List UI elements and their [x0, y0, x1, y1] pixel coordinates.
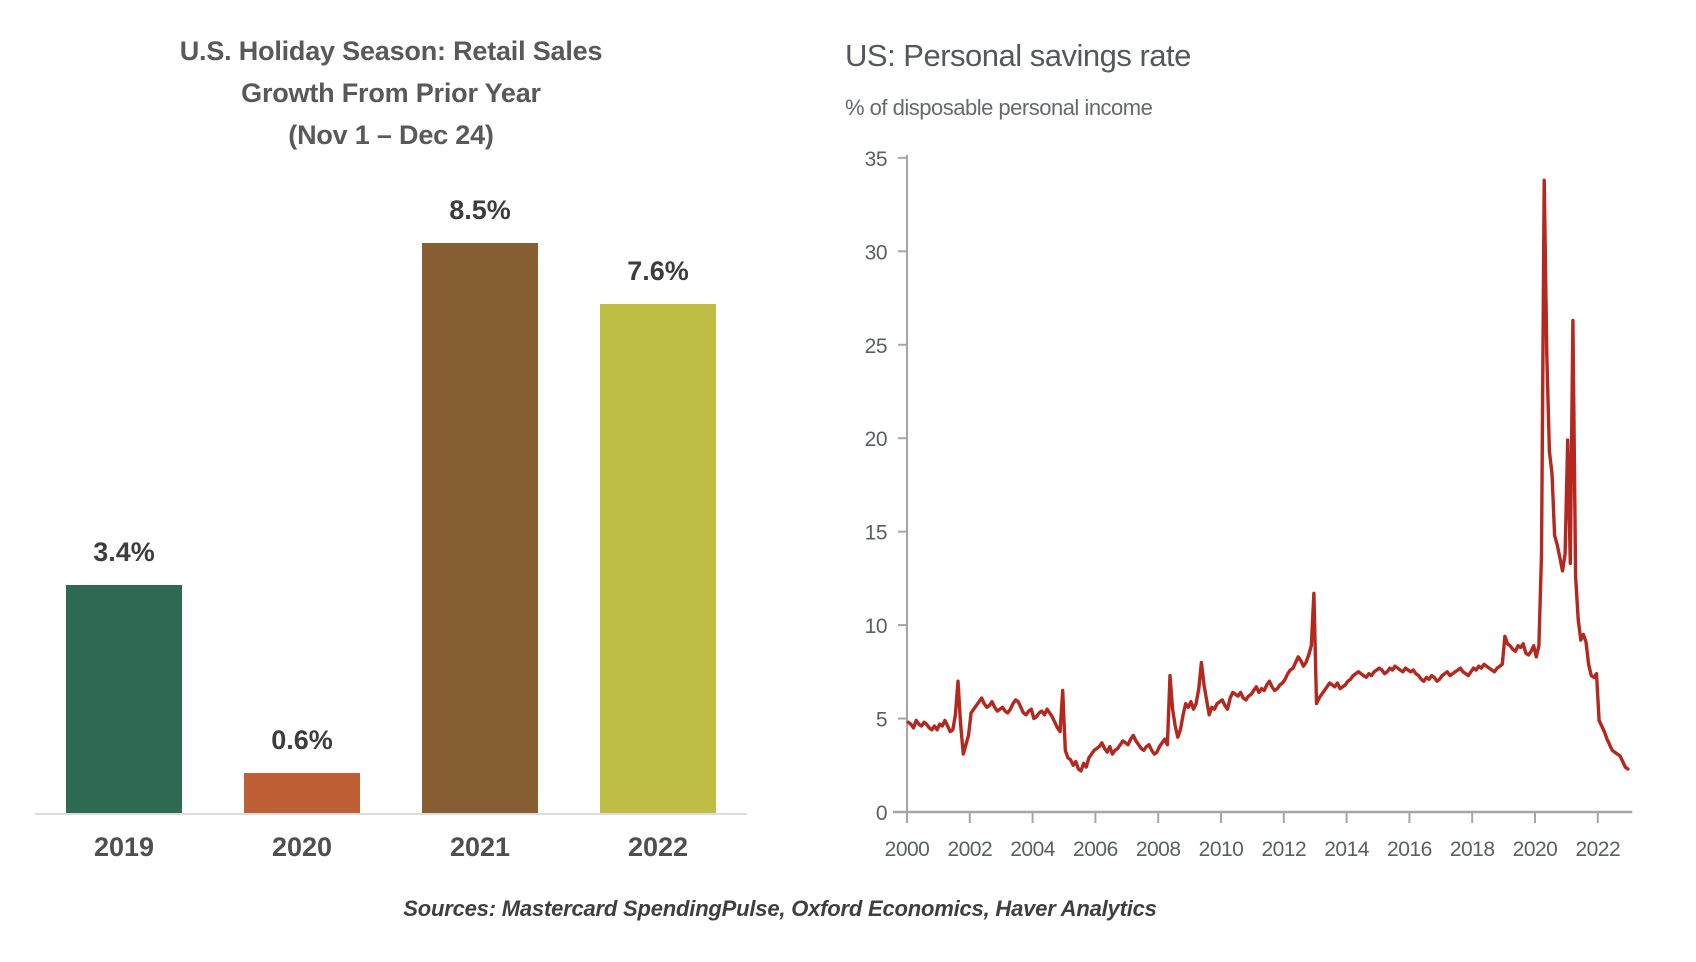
bar-2022 [600, 304, 716, 813]
x-tick-label: 2008 [1136, 838, 1181, 861]
x-tick-label: 2020 [1513, 838, 1558, 861]
y-tick-label: 35 [865, 148, 887, 171]
sources-caption: Sources: Mastercard SpendingPulse, Oxfor… [403, 896, 1157, 921]
x-tick-label: 2006 [1073, 838, 1118, 861]
bar-chart-title-line-2: Growth From Prior Year [241, 78, 541, 108]
bar-category-label: 2021 [449, 832, 511, 862]
line-chart-subtitle: % of disposable personal income [845, 95, 1153, 120]
bar-value-label: 7.6% [627, 256, 689, 286]
bar-category-label: 2019 [93, 832, 155, 862]
bar-2019 [66, 585, 182, 813]
line-chart-title: US: Personal savings rate [845, 38, 1191, 73]
y-tick-label: 0 [876, 802, 887, 825]
x-tick-label: 2004 [1010, 838, 1056, 861]
x-tick-label: 2002 [947, 838, 992, 861]
bar-chart-plot: 3.4% 2019 0.6% 2020 8.5% 2021 7.6% 2022 [35, 0, 747, 862]
x-tick-label: 2016 [1387, 838, 1432, 861]
x-tick-label: 2012 [1261, 838, 1306, 861]
bar-chart-title-line-3: (Nov 1 – Dec 24) [288, 120, 494, 150]
bar-chart-title: U.S. Holiday Season: Retail Sales Growth… [35, 30, 747, 156]
bar-value-label: 8.5% [449, 195, 511, 225]
x-tick-label: 2010 [1199, 838, 1244, 861]
y-tick-label: 5 [876, 709, 887, 732]
x-tick-label: 2000 [885, 838, 930, 861]
bar-chart-baseline [35, 813, 747, 815]
y-tick-label: 15 [865, 522, 887, 545]
y-tick-label: 30 [865, 241, 887, 264]
y-tick-label: 10 [865, 615, 887, 638]
x-tick-label: 2018 [1450, 838, 1495, 861]
y-tick-label: 25 [865, 335, 887, 358]
bar-category-label: 2020 [271, 832, 333, 862]
bar-2021 [422, 243, 538, 813]
x-tick-label: 2014 [1324, 838, 1370, 861]
savings-rate-line [906, 178, 1630, 773]
bar-value-label: 0.6% [271, 725, 333, 755]
bar-category-label: 2022 [627, 832, 689, 862]
bar-chart-title-line-1: U.S. Holiday Season: Retail Sales [179, 36, 603, 66]
bar-value-label: 3.4% [93, 537, 155, 567]
bar-2020 [244, 773, 360, 813]
y-tick-label: 20 [865, 428, 887, 451]
x-tick-label: 2022 [1575, 838, 1620, 861]
